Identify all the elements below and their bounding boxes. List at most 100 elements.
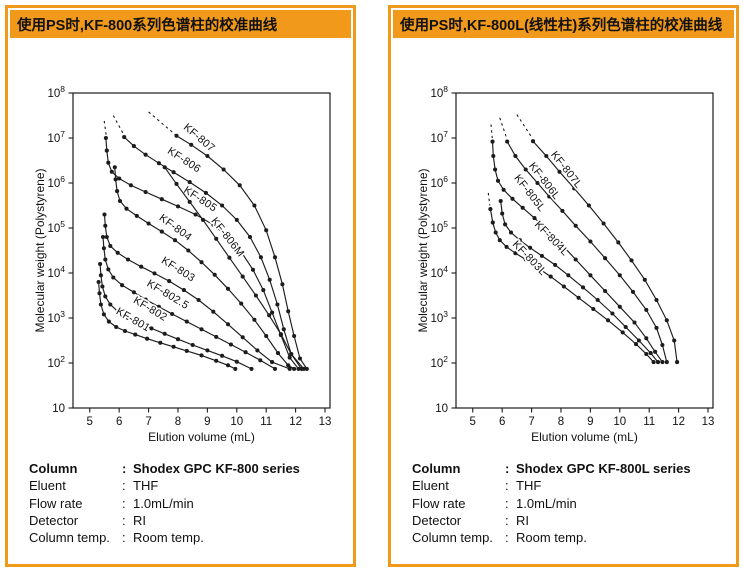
y-tick-label: 107 (430, 129, 448, 145)
data-point-KF-801 (214, 358, 219, 363)
curve-dash-KF-805L (490, 124, 493, 139)
x-tick-label: 11 (643, 416, 655, 428)
data-point-KF-806 (275, 302, 280, 307)
data-point-KF-802 (162, 331, 167, 336)
x-tick-label: 8 (558, 416, 564, 428)
data-point-KF-807 (174, 133, 179, 138)
data-point-KF-805L (660, 360, 665, 365)
data-point-KF-801 (233, 366, 238, 371)
data-point-KF-804 (275, 351, 281, 356)
data-point-KF-807L (654, 297, 659, 303)
data-point-KF-806L (617, 273, 622, 278)
data-point-KF-803L (644, 351, 649, 357)
data-point-KF-802.5 (111, 275, 116, 280)
data-point-KF-804L (636, 338, 641, 343)
data-point-KF-802.5 (228, 342, 233, 347)
data-point-KF-802 (100, 284, 105, 289)
x-tick-label: 9 (587, 416, 593, 428)
data-point-KF-803 (196, 297, 201, 303)
panel-header-kf800l: 使用PS时,KF-800L(线性柱)系列色谱柱的校准曲线 (393, 10, 734, 38)
data-point-KF-806M (240, 274, 245, 279)
data-point-KF-805L (490, 139, 495, 144)
condition-row-column: Column: Shodex GPC KF-800 series (29, 461, 300, 476)
data-point-KF-806 (122, 135, 127, 140)
data-point-KF-806L (644, 307, 649, 312)
data-point-KF-806L (547, 194, 552, 199)
data-point-KF-804 (115, 189, 120, 194)
data-point-KF-804 (172, 238, 178, 243)
data-point-KF-805 (103, 135, 108, 141)
data-point-KF-805 (193, 212, 198, 217)
data-point-KF-806 (171, 170, 176, 175)
data-point-KF-803L (504, 244, 509, 249)
data-point-KF-802 (98, 261, 103, 267)
data-point-KF-805 (270, 310, 275, 315)
data-point-KF-807 (237, 183, 242, 188)
data-point-KF-807L (675, 360, 680, 365)
data-point-KF-805 (143, 189, 148, 195)
data-point-KF-802.5 (258, 358, 263, 363)
conditions-table: Column: Shodex GPC KF-800 series Eluent: T… (29, 460, 300, 546)
data-point-KF-804L (648, 351, 653, 356)
data-point-KF-807L (557, 169, 562, 174)
data-point-KF-802 (175, 337, 181, 342)
data-point-KF-801 (199, 353, 204, 358)
y-tick-label: 10 (435, 403, 448, 415)
data-point-KF-806M (214, 236, 219, 241)
x-tick-label: 12 (289, 416, 302, 428)
data-point-KF-804 (186, 248, 191, 253)
data-point-KF-805L (653, 349, 658, 354)
data-point-KF-802.5 (120, 283, 125, 288)
data-point-KF-803L (633, 342, 639, 347)
data-point-KF-806 (234, 217, 239, 222)
plot-frame (455, 92, 714, 409)
data-point-KF-805L (558, 241, 564, 246)
data-point-KF-805 (239, 249, 244, 254)
curve-dash-KF-805 (103, 120, 107, 136)
data-point-KF-807 (272, 255, 278, 260)
data-point-KF-806L (523, 167, 528, 172)
data-point-KF-804L (498, 198, 503, 204)
x-tick-label: 6 (499, 416, 505, 428)
x-tick-label: 13 (702, 416, 715, 428)
curve-KF-804L (500, 200, 659, 363)
data-point-KF-803 (152, 271, 157, 276)
data-point-KF-802 (115, 309, 120, 314)
data-point-KF-807L (664, 318, 669, 323)
condition-row-flow-rate: Flow rate:1.0mL/min (412, 495, 577, 511)
data-point-KF-807L (642, 277, 647, 282)
data-point-KF-806 (247, 234, 253, 240)
curve-label-KF-803L: KF-803L (510, 238, 549, 278)
data-point-KF-806M (301, 366, 306, 371)
x-axis-title: Elution volume (mL) (531, 430, 638, 444)
data-point-KF-803 (225, 322, 231, 327)
data-point-KF-802 (205, 348, 210, 353)
data-point-KF-802 (108, 302, 113, 307)
data-point-KF-802 (103, 294, 108, 299)
data-point-KF-804L (580, 285, 586, 290)
data-point-KF-805L (491, 153, 496, 159)
data-point-KF-806L (588, 239, 593, 244)
data-point-KF-803L (591, 306, 596, 312)
plot-frame (72, 92, 331, 409)
data-point-KF-807 (292, 333, 297, 339)
data-point-KF-807 (304, 366, 309, 371)
data-point-KF-806 (131, 144, 136, 149)
data-point-KF-805L (573, 257, 578, 262)
x-axis-title: Elution volume (mL) (148, 430, 255, 444)
x-tick-label: 11 (260, 416, 272, 428)
data-point-KF-805L (520, 205, 525, 210)
condition-row-eluent: Eluent: THF (29, 478, 159, 494)
data-point-KF-805L (501, 187, 506, 192)
data-point-KF-804L (528, 245, 533, 250)
y-tick-label: 102 (47, 354, 65, 370)
y-axis-title: Molecular weight (Polystyrene) (416, 168, 430, 332)
data-point-KF-805L (545, 228, 550, 233)
data-point-KF-805 (250, 267, 256, 272)
x-tick-label: 10 (613, 416, 626, 428)
data-point-KF-807L (572, 186, 577, 191)
data-point-KF-807 (297, 356, 303, 361)
data-point-KF-806M (253, 293, 258, 298)
data-point-KF-804 (159, 229, 164, 234)
curve-dash-KF-807 (148, 111, 176, 135)
